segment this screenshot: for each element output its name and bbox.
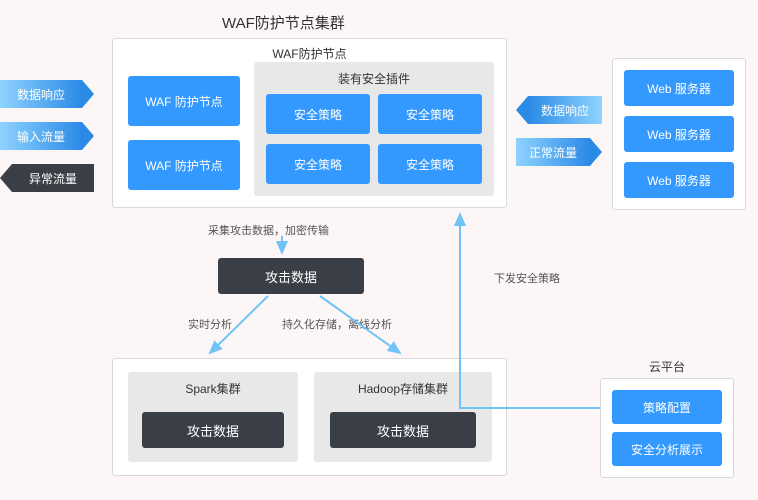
persistent-storage-label: 持久化存储，离线分析 xyxy=(282,316,392,332)
plugin-panel-title: 装有安全插件 xyxy=(254,62,494,87)
deliver-policy-label: 下发安全策略 xyxy=(494,270,560,286)
flow-normal-traffic: 正常流量 xyxy=(516,138,602,166)
waf-section-title: WAF防护节点 xyxy=(113,39,506,62)
waf-node-box: WAF 防护节点 xyxy=(128,76,240,126)
web-server-box: Web 服务器 xyxy=(624,162,734,198)
policy-config-box: 策略配置 xyxy=(612,390,722,424)
flow-data-response-left: 数据响应 xyxy=(0,80,94,108)
waf-node-box: WAF 防护节点 xyxy=(128,140,240,190)
flow-abnormal-traffic: 异常流量 xyxy=(0,164,94,192)
cloud-title: 云平台 xyxy=(600,358,734,375)
web-server-box: Web 服务器 xyxy=(624,70,734,106)
policy-box: 安全策略 xyxy=(266,94,370,134)
attack-data-box: 攻击数据 xyxy=(218,258,364,294)
security-analysis-box: 安全分析展示 xyxy=(612,432,722,466)
diagram-title: WAF防护节点集群 xyxy=(222,12,345,33)
spark-data-box: 攻击数据 xyxy=(142,412,284,448)
hadoop-title: Hadoop存储集群 xyxy=(314,372,492,397)
spark-title: Spark集群 xyxy=(128,372,298,397)
flow-data-response-right: 数据响应 xyxy=(516,96,602,124)
hadoop-data-box: 攻击数据 xyxy=(330,412,476,448)
flow-input-traffic: 输入流量 xyxy=(0,122,94,150)
policy-box: 安全策略 xyxy=(378,144,482,184)
realtime-analysis-label: 实时分析 xyxy=(188,316,232,332)
web-server-box: Web 服务器 xyxy=(624,116,734,152)
policy-box: 安全策略 xyxy=(266,144,370,184)
policy-box: 安全策略 xyxy=(378,94,482,134)
collect-attack-label: 采集攻击数据，加密传输 xyxy=(208,222,329,238)
